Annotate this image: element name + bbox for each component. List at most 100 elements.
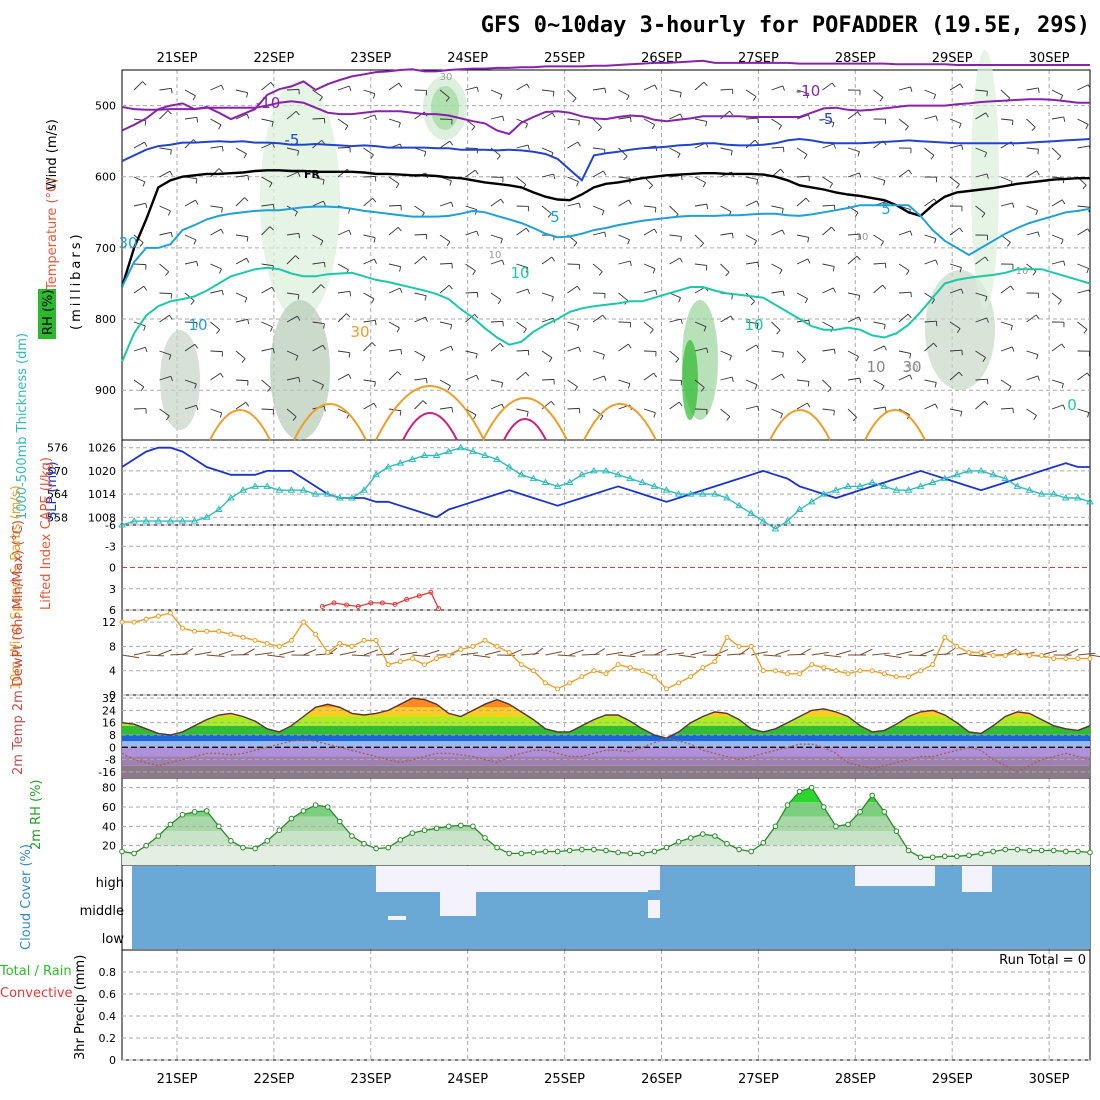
wind-barb-flag	[525, 123, 528, 129]
wind-barb-flag	[852, 417, 857, 422]
thickness-point	[759, 517, 768, 524]
wind-barb	[261, 347, 274, 352]
wind-barb-flag	[984, 400, 989, 406]
wind-barb	[312, 261, 325, 265]
wind-barb-flag	[474, 313, 479, 319]
legend-lifted: Lifted Index CAPE (J/kg)	[39, 457, 54, 610]
rh-point	[1050, 847, 1057, 854]
wind-barb	[898, 350, 911, 354]
wind-barb-flag	[1032, 271, 1037, 276]
wind-barb	[618, 379, 631, 385]
wind-barb-flag	[706, 347, 709, 354]
wind-speed-point	[857, 668, 863, 674]
wind-barb-flag	[243, 153, 247, 159]
lifted-index-point	[344, 602, 350, 608]
rh-point	[312, 802, 319, 808]
wind-barb-flag	[447, 385, 451, 391]
wind-barb	[184, 379, 197, 385]
rh-point	[1014, 846, 1021, 853]
wind-barb	[949, 371, 960, 381]
precip-legend-rain: Total / Rain	[0, 964, 72, 979]
wind-barb	[975, 173, 988, 178]
rh-point	[736, 846, 742, 853]
wind-barb	[210, 205, 223, 209]
wind-speed-point	[833, 668, 839, 674]
wind-barb	[465, 205, 478, 211]
thickness-point	[360, 486, 368, 493]
rh-point	[845, 821, 851, 828]
wind-barb	[414, 350, 426, 358]
wind-barb-flag	[729, 355, 732, 361]
li-tick-label: -3	[105, 540, 116, 553]
thickness-point	[856, 482, 864, 489]
wind-barb-flag	[321, 384, 324, 390]
wind-barb-flag	[628, 199, 632, 205]
wind-barb-flag	[322, 179, 325, 185]
wind-barb-flag	[195, 405, 199, 411]
wind-barb-flag	[680, 318, 683, 325]
wind-barb-flag	[806, 93, 809, 99]
wind-barb	[1026, 118, 1036, 128]
wind-tick-label: 4	[109, 665, 116, 678]
li-tick-label: -6	[105, 519, 116, 532]
wind-barb-10m	[581, 653, 600, 656]
wind-barb-flag	[807, 237, 810, 243]
wind-barb	[1077, 289, 1090, 294]
run-total-label: Run Total = 0	[999, 953, 1086, 968]
wind-barb-flag	[1037, 87, 1040, 93]
wind-barb	[720, 408, 731, 417]
wind-barb	[567, 321, 580, 327]
wind-barb	[235, 89, 248, 94]
wind-barb	[261, 176, 273, 184]
wind-barb	[975, 350, 986, 358]
wind-barb	[694, 176, 706, 184]
wind-barb	[898, 313, 909, 323]
dewpoint-line	[121, 737, 1091, 773]
wind-barb-flag	[603, 375, 607, 381]
wind-barb-flag	[703, 326, 707, 332]
wind-barb	[745, 321, 758, 324]
wind-barb-10m	[1089, 654, 1100, 658]
thickness-point	[154, 517, 163, 524]
wind-speed-point	[204, 628, 210, 634]
wind-barb-flag	[679, 113, 683, 119]
wind-barb-flag	[780, 168, 785, 174]
temp-tick-label: 16	[102, 717, 116, 730]
wind-barb	[235, 350, 246, 360]
wind-barb-flag	[144, 347, 148, 353]
wind-barb-flag	[527, 288, 530, 294]
wind-barb	[184, 404, 197, 410]
wind-barb	[1000, 285, 1011, 294]
wind-barb-flag	[803, 154, 808, 159]
wind-barb	[898, 374, 911, 381]
wind-barb-flag	[449, 140, 454, 146]
wind-barb-flag	[219, 412, 223, 418]
wind-barb	[1077, 321, 1088, 330]
rh-point	[833, 823, 839, 830]
precip-tick-label: 0.8	[99, 966, 117, 979]
wind-barb-flag	[272, 204, 275, 210]
thickness-point	[493, 455, 501, 462]
wind-barb-flag	[858, 316, 862, 322]
rh-point	[518, 850, 525, 857]
date-label-bottom: 26SEP	[641, 1072, 682, 1087]
rh-point	[990, 848, 997, 855]
wind-barb-flag	[295, 255, 300, 260]
warm-contour	[209, 409, 271, 441]
wind-barb	[541, 89, 554, 92]
wind-barb-flag	[525, 267, 529, 273]
wind-barb	[541, 400, 552, 410]
temp-axis-label: 2m Temp 2m DewPt (6hr Min/Max) (°C)	[11, 520, 26, 775]
wind-barb	[133, 176, 146, 183]
wind-barb	[949, 176, 960, 185]
wind-speed-point	[446, 653, 452, 659]
wind-tick-label: 0	[109, 689, 116, 702]
legend-rh-label: RH (%)	[41, 290, 56, 335]
wind-speed-point	[192, 628, 198, 634]
wind-barb	[796, 350, 806, 360]
legend-rh: RH (%)	[38, 289, 56, 339]
wind-barb-flag	[756, 344, 760, 350]
wind-barb-flag	[320, 240, 324, 246]
wind-barb	[1077, 84, 1089, 91]
wind-speed-point	[676, 680, 682, 686]
